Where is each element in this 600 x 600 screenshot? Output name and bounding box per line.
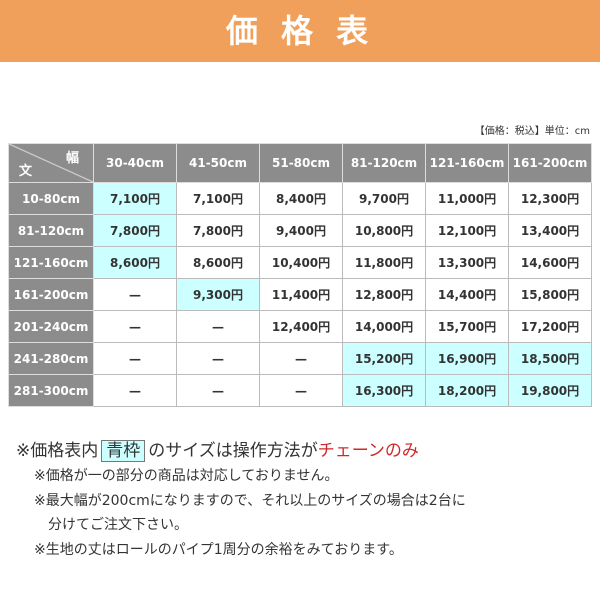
note: ※最大幅が200cmになりますので、それ以上のサイズの場合は2台に (34, 493, 466, 509)
price-cell: 8,600円 (176, 246, 260, 279)
corner-bottom: 文 (19, 164, 33, 179)
price-cell: 16,900円 (425, 342, 509, 375)
price-cell: — (259, 374, 343, 407)
price-cell: 7,800円 (93, 214, 177, 247)
price-cell: 11,000円 (425, 182, 509, 215)
column-header: 30-40cm (93, 143, 177, 183)
price-cell: 15,200円 (342, 342, 426, 375)
note: ※価格が一の部分の商品は対応しておりません。 (34, 468, 339, 484)
row-header: 201-240cm (8, 310, 94, 343)
price-cell: 14,000円 (342, 310, 426, 343)
title: 価 格 表 (0, 0, 600, 62)
price-cell: 17,200円 (508, 310, 592, 343)
price-cell: 7,100円 (176, 182, 260, 215)
price-cell: 8,400円 (259, 182, 343, 215)
boxed-text: 青枠 (101, 440, 146, 462)
price-cell: 9,700円 (342, 182, 426, 215)
unit-note: 【価格：税込】単位：cm (474, 126, 590, 137)
price-cell: 7,800円 (176, 214, 260, 247)
price-cell: 13,400円 (508, 214, 592, 247)
price-cell: 15,800円 (508, 278, 592, 311)
price-cell: — (176, 310, 260, 343)
row: 161-200cm —9,300円 11,400円 12,800円 14,400円 15,… (8, 278, 592, 311)
row: 281-300cm — — —16,300円 18,200円 19,800円 (8, 374, 592, 407)
price-cell: 9,300円 (176, 278, 260, 311)
column-header: 121-160cm (425, 143, 509, 183)
price-cell: — (176, 342, 260, 375)
row-header: 161-200cm (8, 278, 94, 311)
price-cell: — (93, 342, 177, 375)
price-cell: 12,800円 (342, 278, 426, 311)
price-cell: 18,500円 (508, 342, 592, 375)
price-cell: — (93, 374, 177, 407)
price-table: 幅文 30-40cm 41-50cm 51-80cm 81-120cm 121-160cm… (8, 143, 592, 407)
text: ※価格表内 (16, 441, 99, 461)
row: 241-280cm — — —15,200円 16,900円 18,500円 (8, 342, 592, 375)
price-cell: 9,400円 (259, 214, 343, 247)
price-cell: 8,600円 (93, 246, 177, 279)
price-cell: 12,400円 (259, 310, 343, 343)
price-cell: — (176, 374, 260, 407)
header-row: 幅文 30-40cm 41-50cm 51-80cm 81-120cm 121-160cm… (8, 143, 592, 183)
corner-top: 幅 (65, 151, 79, 166)
row: 201-240cm — —12,400円 14,000円 15,700円 17,200円 (8, 310, 592, 343)
price-cell: 14,600円 (508, 246, 592, 279)
row-header: 121-160cm (8, 246, 94, 279)
column-header: 41-50cm (176, 143, 260, 183)
price-cell: 14,400円 (425, 278, 509, 311)
row-header: 81-120cm (8, 214, 94, 247)
corner: 幅文 (9, 144, 93, 182)
price-cell: 12,100円 (425, 214, 509, 247)
price-cell: 11,800円 (342, 246, 426, 279)
note: 分けてご注文下さい。 (48, 517, 188, 533)
price-cell: 16,300円 (342, 374, 426, 407)
corner-cell: 幅文 (8, 143, 94, 183)
column-header: 161-200cm (508, 143, 592, 183)
column-header: 81-120cm (342, 143, 426, 183)
price-cell: 13,300円 (425, 246, 509, 279)
row: 10-80cm 7,100円 7,100円 8,400円 9,700円 11,000円 12… (8, 182, 592, 215)
row: 81-120cm 7,800円 7,800円 9,400円 10,800円 12,100円… (8, 214, 592, 247)
red-text: チェーンのみ (317, 441, 419, 461)
note: ※生地の丈はロールのパイプ1周分の余裕をみております。 (34, 542, 403, 558)
price-cell: — (93, 310, 177, 343)
price-cell: — (93, 278, 177, 311)
price-cell: 7,100円 (93, 182, 177, 215)
row: 121-160cm 8,600円 8,600円 10,400円 11,800円 13,30… (8, 246, 592, 279)
price-cell: 18,200円 (425, 374, 509, 407)
main-note: ※価格表内 青枠 のサイズは操作方法がチェーンのみ (16, 436, 419, 462)
row-header: 241-280cm (8, 342, 94, 375)
price-cell: 10,800円 (342, 214, 426, 247)
price-cell: 10,400円 (259, 246, 343, 279)
row-header: 281-300cm (8, 374, 94, 407)
price-cell: 19,800円 (508, 374, 592, 407)
column-header: 51-80cm (259, 143, 343, 183)
price-cell: 15,700円 (425, 310, 509, 343)
price-cell: 12,300円 (508, 182, 592, 215)
price-cell: — (259, 342, 343, 375)
price-cell: 11,400円 (259, 278, 343, 311)
text: のサイズは操作方法が (148, 441, 318, 461)
row-header: 10-80cm (8, 182, 94, 215)
